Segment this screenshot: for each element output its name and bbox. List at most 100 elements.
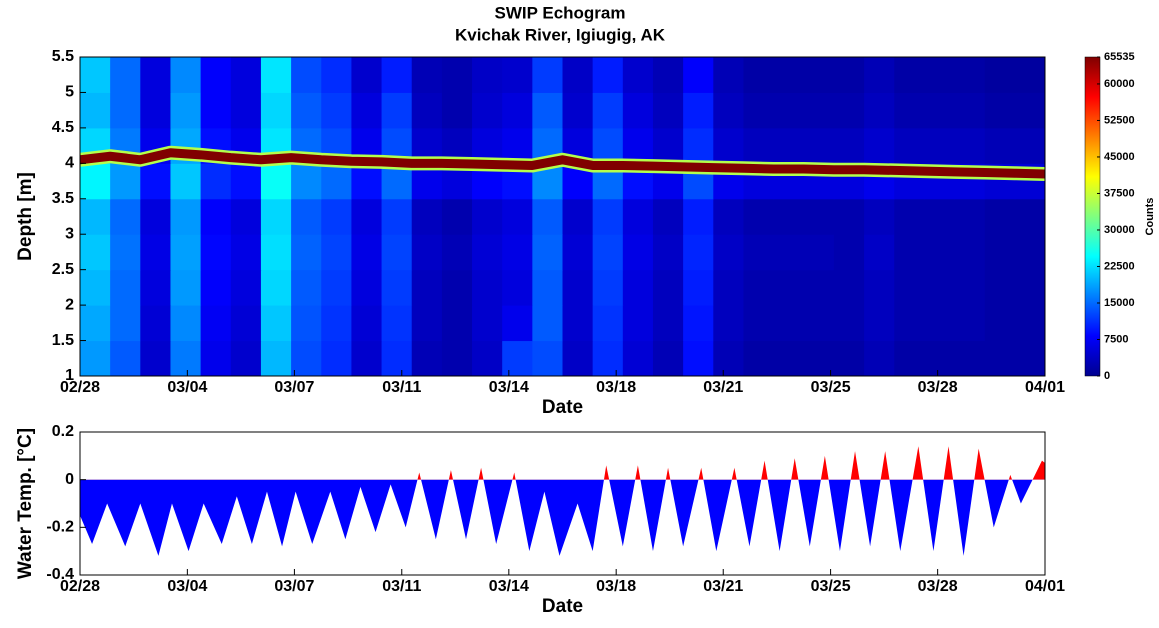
heat-cell	[562, 198, 594, 235]
y-tick-label: -0.4	[46, 566, 74, 583]
heat-cell	[441, 92, 473, 129]
heat-cell	[532, 92, 563, 129]
heat-cell	[803, 127, 835, 164]
heat-cell	[80, 57, 111, 93]
heat-cell	[562, 305, 594, 342]
heat-cell	[562, 234, 594, 271]
heat-cell	[592, 127, 624, 164]
heat-cell	[562, 57, 594, 93]
y-tick-label: 1.5	[52, 332, 74, 349]
heat-cell	[833, 269, 865, 306]
heat-cell	[622, 57, 654, 93]
heat-cell	[441, 198, 473, 235]
heat-cell	[622, 234, 654, 271]
area-positive	[417, 446, 1045, 480]
y-tick-label: -0.2	[46, 519, 74, 536]
y-axis-label: Water Temp. [°C]	[15, 428, 36, 579]
heat-cell	[170, 92, 202, 129]
x-tick-label: 03/28	[918, 578, 958, 595]
y-tick-label: 0.2	[52, 423, 74, 440]
heat-cell	[140, 163, 171, 200]
heat-cell	[502, 269, 533, 306]
heat-cell	[140, 234, 171, 271]
heat-cell	[80, 305, 111, 342]
heat-cell	[260, 163, 292, 200]
x-tick-label: 03/07	[274, 379, 314, 396]
heat-cell	[291, 305, 322, 342]
heat-cell	[984, 198, 1016, 235]
heat-cell	[954, 234, 986, 271]
heat-cell	[472, 269, 503, 306]
x-tick-label: 03/04	[167, 578, 207, 595]
heat-cell	[1014, 92, 1045, 129]
heat-cell	[351, 198, 383, 235]
heat-cell	[260, 269, 292, 306]
y-tick-label: 4.5	[52, 119, 74, 136]
heat-cell	[743, 234, 775, 271]
heat-cell	[502, 305, 533, 342]
heat-cell	[773, 340, 805, 376]
heat-cell	[984, 305, 1016, 342]
heat-cell	[894, 340, 925, 376]
heat-cell	[833, 305, 865, 342]
heat-cell	[351, 92, 383, 129]
heat-cell	[894, 198, 925, 235]
heat-cell	[532, 340, 563, 376]
colorbar-tick-label: 52500	[1104, 114, 1135, 126]
heat-cell	[683, 198, 714, 235]
heat-cell	[472, 92, 503, 129]
heat-cell	[743, 92, 775, 129]
heat-cell	[833, 92, 865, 129]
heat-cell	[321, 234, 352, 271]
colorbar-label: Counts	[1144, 198, 1156, 236]
y-tick-label: 4	[65, 155, 74, 172]
heat-cell	[321, 305, 352, 342]
heat-cell	[230, 234, 262, 271]
heat-cell	[622, 340, 654, 376]
colorbar-tick-label: 65535	[1104, 51, 1135, 63]
heat-cell	[562, 92, 594, 129]
heat-cell	[833, 340, 865, 376]
heat-cell	[110, 340, 141, 376]
heat-cell	[652, 198, 684, 235]
heat-cell	[713, 57, 744, 93]
heat-cell	[683, 127, 714, 164]
heat-cell	[532, 198, 563, 235]
heat-cell	[411, 92, 443, 129]
heat-cell	[652, 340, 684, 376]
heat-cell	[441, 340, 473, 376]
heat-cell	[502, 57, 533, 93]
heat-cell	[954, 269, 986, 306]
heat-cell	[864, 305, 895, 342]
heat-cell	[472, 57, 503, 93]
heat-cell	[924, 57, 956, 93]
heat-cell	[773, 269, 805, 306]
heat-cell	[743, 127, 775, 164]
heat-cell	[80, 92, 111, 129]
chart-subtitle: Kvichak River, Igiugig, AK	[455, 25, 666, 44]
heat-cell	[713, 92, 744, 129]
heat-cell	[260, 92, 292, 129]
heat-cell	[411, 234, 443, 271]
heat-cell	[1014, 340, 1045, 376]
heat-cell	[683, 57, 714, 93]
heat-cell	[321, 340, 352, 376]
heat-cell	[894, 234, 925, 271]
heat-cell	[80, 269, 111, 306]
heat-cell	[80, 234, 111, 271]
heat-cell	[140, 340, 171, 376]
colorbar-tick-label: 7500	[1104, 333, 1128, 345]
heat-cell	[592, 305, 624, 342]
heat-cell	[864, 127, 895, 164]
heat-cell	[592, 340, 624, 376]
heat-cell	[924, 234, 956, 271]
heat-cell	[502, 340, 533, 376]
heat-cell	[472, 305, 503, 342]
heat-cell	[260, 305, 292, 342]
heat-cell	[622, 92, 654, 129]
heat-cell	[984, 57, 1016, 93]
heat-cell	[200, 269, 232, 306]
heat-cell	[652, 92, 684, 129]
heat-cell	[652, 127, 684, 164]
